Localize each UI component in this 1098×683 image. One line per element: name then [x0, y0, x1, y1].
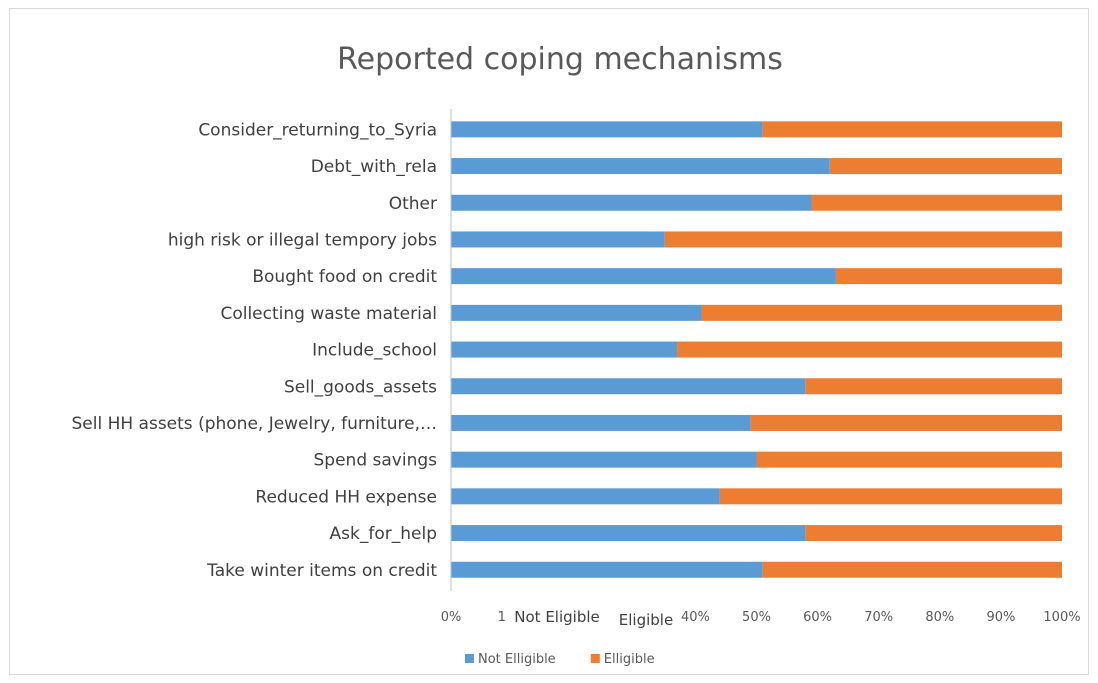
category-labels: Consider_returning_to_Syria Debt_with_rel… [71, 120, 437, 580]
overlay-label: Not Eligible [514, 608, 599, 626]
overlay-label-bg [611, 610, 681, 629]
chart-title: Reported coping mechanisms [337, 42, 783, 77]
category-label: Spend savings [314, 451, 438, 471]
category-label: Debt_with_rela [311, 157, 437, 177]
category-label: Bought food on credit [252, 267, 437, 287]
bar-segment-eligible [805, 378, 1062, 395]
bar-segment-not-eligible [451, 378, 806, 395]
bar-segment-not-eligible [451, 414, 751, 431]
legend-swatch-eligible [590, 654, 600, 663]
x-tick-label: 70% [864, 610, 893, 625]
bar-segment-not-eligible [451, 488, 720, 505]
bar-segment-not-eligible [451, 561, 763, 578]
legend-label-not-eligible: Not Elligible [478, 652, 556, 667]
category-label: Sell_goods_assets [284, 377, 437, 397]
bar-segment-not-eligible [451, 158, 830, 175]
bar-segment-not-eligible [451, 451, 757, 468]
category-label: Include_school [312, 341, 437, 361]
bar-segment-eligible [805, 525, 1062, 542]
bar-segment-eligible [664, 231, 1062, 248]
category-label: Other [389, 194, 437, 214]
bar-segment-not-eligible [451, 341, 678, 358]
bar-segment-eligible [762, 121, 1062, 138]
legend-swatch-not-eligible [465, 654, 474, 663]
bar-segment-eligible [677, 341, 1062, 358]
x-tick-label: 80% [925, 610, 954, 625]
legend: Not Elligible Elligible [465, 652, 655, 667]
x-tick-label: 60% [803, 610, 832, 625]
bar-segment-not-eligible [451, 268, 836, 285]
stacked-bar-chart: Reported coping mechanisms Consider_retu… [71, 42, 1080, 667]
x-tick-label: 50% [742, 610, 771, 625]
bar-segment-eligible [829, 158, 1062, 175]
category-label: high risk or illegal tempory jobs [168, 230, 437, 250]
bar-segment-eligible [750, 414, 1062, 431]
bar-segment-not-eligible [451, 194, 812, 211]
category-label: Ask_for_help [330, 524, 437, 544]
bar-segment-eligible [701, 304, 1062, 321]
bar-segment-eligible [756, 451, 1062, 468]
bars-group [451, 121, 1062, 578]
chart-frame: Reported coping mechanisms Consider_retu… [9, 8, 1089, 675]
x-tick-label: 90% [986, 610, 1015, 625]
x-tick-label: 40% [681, 610, 710, 625]
category-label: Reduced HH expense [255, 487, 437, 507]
bar-segment-eligible [835, 268, 1062, 285]
bar-segment-eligible [762, 561, 1062, 578]
bar-segment-not-eligible [451, 231, 665, 248]
bar-segment-not-eligible [451, 304, 702, 321]
legend-label-eligible: Elligible [604, 652, 655, 667]
bar-segment-eligible [719, 488, 1062, 505]
overlay-label-bg [505, 607, 609, 626]
x-tick-label: 100% [1043, 610, 1080, 625]
bar-segment-not-eligible [451, 525, 806, 542]
category-label: Take winter items on credit [206, 561, 437, 581]
overlay-label: Eligible [619, 611, 673, 629]
category-label: Collecting waste material [220, 304, 437, 324]
x-tick-label: 0% [441, 610, 462, 625]
bar-segment-not-eligible [451, 121, 763, 138]
category-label: Sell HH assets (phone, Jewelry, furnitur… [71, 414, 437, 434]
category-label: Consider_returning_to_Syria [198, 120, 437, 140]
overlay-labels: Not Eligible Eligible [505, 607, 681, 629]
bar-segment-eligible [811, 194, 1062, 211]
